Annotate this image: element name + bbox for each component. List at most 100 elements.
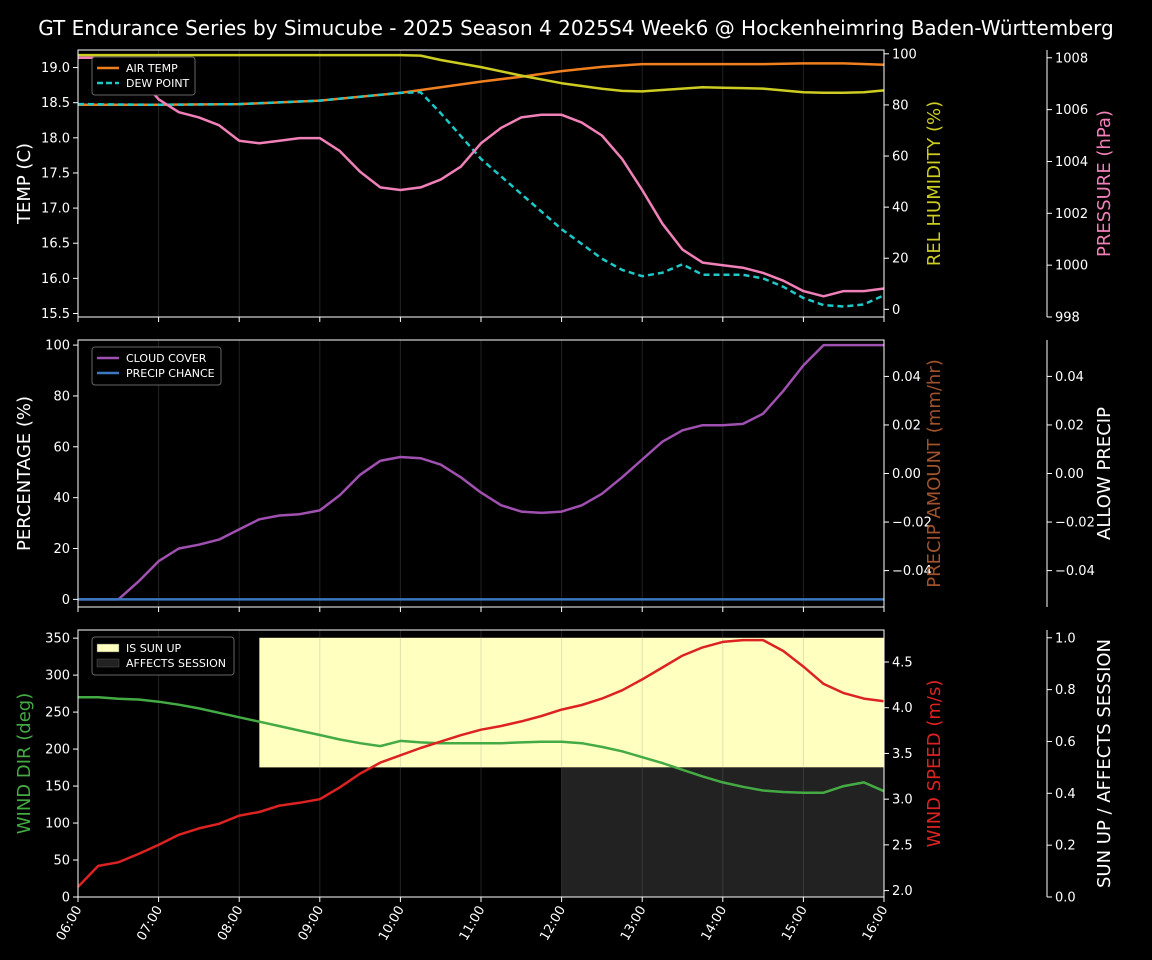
ytick-label-right1-temperature: 20	[892, 252, 909, 267]
fill-layer	[259, 637, 885, 897]
ytick-label-left-precipitation: 20	[53, 542, 70, 557]
xtick-label: 16:00	[860, 904, 892, 944]
ytick-label-right1-temperature: 60	[892, 150, 909, 165]
xtick-label: 11:00	[457, 904, 489, 944]
ylabel-left-precipitation: PERCENTAGE (%)	[14, 396, 35, 551]
legend-label-is-sun-up: IS SUN UP	[126, 642, 182, 655]
ytick-label-left-wind: 100	[45, 817, 70, 832]
ytick-label-right2-precipitation: 0.00	[1055, 467, 1084, 482]
ytick-label-left-precipitation: 100	[45, 339, 70, 354]
legend-label-precip-chance: PRECIP CHANCE	[126, 367, 215, 380]
ylabel-right1-wind: WIND SPEED (m/s)	[924, 680, 945, 848]
ytick-label-right2-wind: 0.0	[1055, 891, 1076, 906]
ytick-label-left-wind: 200	[45, 743, 70, 758]
ylabel-left-wind: WIND DIR (deg)	[14, 693, 35, 835]
legend-label-air-temp: AIR TEMP	[126, 62, 178, 75]
ytick-label-right2-temperature: 1004	[1055, 155, 1088, 170]
ytick-label-right1-precipitation: 0.00	[892, 467, 921, 482]
ytick-label-right1-wind: 2.0	[892, 884, 913, 899]
ytick-label-left-wind: 150	[45, 780, 70, 795]
ytick-label-right1-wind: 2.5	[892, 838, 913, 853]
legend-swatch-is-sun-up	[96, 643, 120, 653]
ytick-label-right1-wind: 4.5	[892, 656, 913, 671]
legend-box	[91, 56, 196, 96]
ytick-label-right2-wind: 0.6	[1055, 735, 1076, 750]
ytick-label-left-precipitation: 80	[53, 389, 70, 404]
ylabel-right2-precipitation: ALLOW PRECIP	[1094, 407, 1115, 540]
ytick-label-left-wind: 50	[53, 854, 70, 869]
ytick-label-left-temperature: 16.5	[41, 237, 70, 252]
ytick-label-right1-precipitation: 0.04	[892, 370, 921, 385]
ytick-label-right1-precipitation: −0.04	[892, 564, 932, 579]
ytick-label-right2-precipitation: −0.02	[1055, 516, 1095, 531]
ytick-label-left-wind: 300	[45, 669, 70, 684]
ytick-label-right2-temperature: 1000	[1055, 259, 1088, 274]
legend-box	[91, 346, 222, 386]
ytick-label-right2-precipitation: 0.04	[1055, 370, 1084, 385]
ytick-label-right2-precipitation: −0.04	[1055, 564, 1095, 579]
affects-session-span	[561, 767, 884, 897]
ytick-label-right2-temperature: 1006	[1055, 103, 1088, 118]
ytick-label-right1-wind: 3.5	[892, 747, 913, 762]
chart-title: GT Endurance Series by Simucube - 2025 S…	[38, 16, 1114, 40]
ytick-label-left-wind: 250	[45, 706, 70, 721]
ytick-label-left-precipitation: 60	[53, 440, 70, 455]
ytick-label-left-temperature: 15.5	[41, 307, 70, 322]
ytick-label-left-wind: 0	[62, 891, 70, 906]
legend-swatch-affects-session	[96, 658, 120, 668]
ytick-label-right1-temperature: 40	[892, 201, 909, 216]
sun-up-span	[259, 637, 885, 768]
ytick-label-right1-temperature: 100	[892, 47, 917, 62]
xtick-label: 13:00	[618, 904, 650, 944]
xtick-label: 10:00	[376, 904, 408, 944]
ytick-label-right1-precipitation: 0.02	[892, 418, 921, 433]
ytick-label-right1-temperature: 0	[892, 303, 900, 318]
legend-label-affects-session: AFFECTS SESSION	[126, 657, 226, 670]
xtick-label: 14:00	[699, 904, 731, 944]
legend-label-cloud-cover: CLOUD COVER	[126, 352, 207, 365]
ytick-label-left-temperature: 18.5	[41, 96, 70, 111]
ytick-label-left-temperature: 17.5	[41, 166, 70, 181]
ytick-label-left-wind: 350	[45, 632, 70, 647]
series-rel-humidity	[78, 53, 885, 94]
ytick-label-right2-wind: 0.4	[1055, 787, 1076, 802]
ytick-label-right1-wind: 4.0	[892, 701, 913, 716]
ytick-label-right1-wind: 3.0	[892, 793, 913, 808]
series-layer	[77, 53, 885, 888]
ytick-label-left-temperature: 17.0	[41, 202, 70, 217]
ylabel-right1-precipitation: PRECIP AMOUNT (mm/hr)	[924, 359, 945, 588]
ytick-label-left-temperature: 16.0	[41, 272, 70, 287]
ytick-label-right2-temperature: 1008	[1055, 51, 1088, 66]
ytick-label-right2-wind: 0.2	[1055, 839, 1076, 854]
legend-label-dew-point: DEW POINT	[126, 77, 190, 90]
ylabel-right1-temperature: REL HUMIDITY (%)	[924, 101, 945, 266]
xtick-label: 08:00	[215, 904, 247, 944]
legend-layer: AIR TEMP DEW POINT CLOUD COVER PRECIP CHANC…	[91, 56, 235, 676]
ytick-label-right1-temperature: 80	[892, 98, 909, 113]
axes-layer	[73, 49, 1052, 902]
ytick-label-right2-temperature: 1002	[1055, 207, 1088, 222]
series-cloud-cover	[78, 343, 884, 601]
ytick-label-right2-temperature: 998	[1055, 311, 1080, 326]
ytick-label-left-temperature: 18.0	[41, 131, 70, 146]
xtick-label: 09:00	[296, 904, 328, 944]
ytick-label-right2-wind: 1.0	[1055, 631, 1076, 646]
ytick-label-left-precipitation: 40	[53, 491, 70, 506]
ytick-label-right2-precipitation: 0.02	[1055, 418, 1084, 433]
ylabel-right2-temperature: PRESSURE (hPa)	[1094, 110, 1115, 257]
ytick-label-left-temperature: 19.0	[41, 61, 70, 76]
xtick-label: 06:00	[54, 904, 86, 944]
ytick-label-right2-wind: 0.8	[1055, 683, 1076, 698]
xtick-label: 12:00	[537, 904, 569, 944]
legend-box	[91, 636, 235, 676]
ylabel-right2-wind: SUN UP / AFFECTS SESSION	[1094, 639, 1115, 888]
ytick-label-left-precipitation: 0	[62, 593, 70, 608]
xtick-label: 15:00	[779, 904, 811, 944]
series-pressure	[78, 56, 885, 298]
series-dew-point	[77, 90, 885, 308]
ytick-label-right1-precipitation: −0.02	[892, 516, 932, 531]
xtick-label: 07:00	[134, 904, 166, 944]
ylabel-left-temperature: TEMP (C)	[14, 143, 35, 225]
series-wind-speed	[77, 638, 885, 888]
